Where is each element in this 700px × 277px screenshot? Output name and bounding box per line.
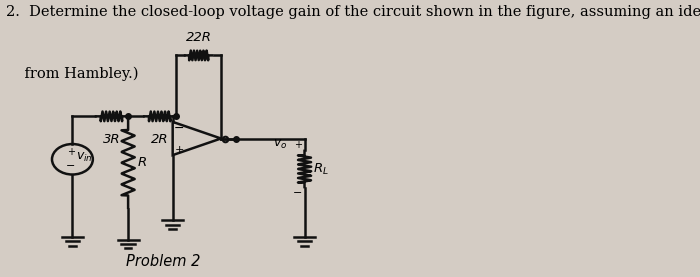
Text: +: + [175,145,184,155]
Text: $v_{in}$: $v_{in}$ [76,151,93,165]
Text: 2.  Determine the closed-loop voltage gain of the circuit shown in the figure, a: 2. Determine the closed-loop voltage gai… [6,4,700,19]
Text: −: − [174,122,185,134]
Text: −: − [66,161,75,171]
Text: 22R: 22R [186,31,211,44]
Text: $R_L$: $R_L$ [313,161,328,176]
Text: Problem 2: Problem 2 [126,254,201,269]
Text: +: + [66,147,75,157]
Text: 2R: 2R [151,134,169,146]
Text: from Hambley.): from Hambley.) [6,66,138,81]
Text: +: + [294,140,302,150]
Text: R: R [137,156,147,169]
Text: 3R: 3R [103,134,120,146]
Text: $v_o$: $v_o$ [274,137,288,151]
Text: −: − [293,188,302,198]
